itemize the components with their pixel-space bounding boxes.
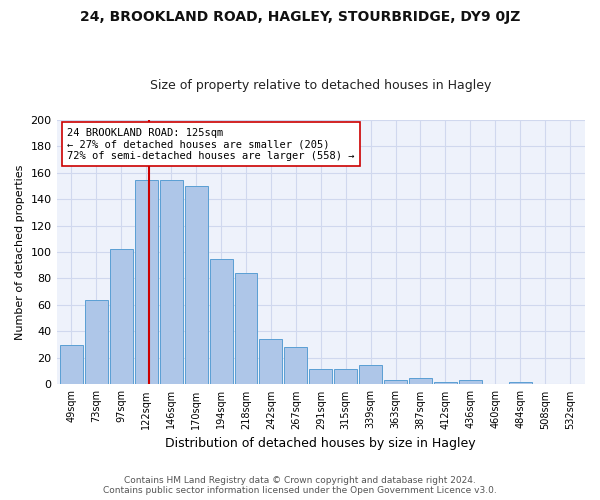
Bar xyxy=(409,378,432,384)
Bar xyxy=(185,186,208,384)
Bar xyxy=(359,364,382,384)
Title: Size of property relative to detached houses in Hagley: Size of property relative to detached ho… xyxy=(150,79,491,92)
Bar xyxy=(459,380,482,384)
Text: 24, BROOKLAND ROAD, HAGLEY, STOURBRIDGE, DY9 0JZ: 24, BROOKLAND ROAD, HAGLEY, STOURBRIDGE,… xyxy=(80,10,520,24)
Text: 24 BROOKLAND ROAD: 125sqm
← 27% of detached houses are smaller (205)
72% of semi: 24 BROOKLAND ROAD: 125sqm ← 27% of detac… xyxy=(67,128,355,160)
Y-axis label: Number of detached properties: Number of detached properties xyxy=(15,164,25,340)
Bar xyxy=(509,382,532,384)
Bar xyxy=(310,368,332,384)
Bar xyxy=(110,250,133,384)
Bar xyxy=(434,382,457,384)
Bar xyxy=(384,380,407,384)
Text: Contains HM Land Registry data © Crown copyright and database right 2024.
Contai: Contains HM Land Registry data © Crown c… xyxy=(103,476,497,495)
Bar xyxy=(85,300,108,384)
X-axis label: Distribution of detached houses by size in Hagley: Distribution of detached houses by size … xyxy=(166,437,476,450)
Bar xyxy=(160,180,182,384)
Bar xyxy=(259,340,283,384)
Bar xyxy=(135,180,158,384)
Bar xyxy=(209,258,233,384)
Bar xyxy=(334,368,357,384)
Bar xyxy=(235,273,257,384)
Bar xyxy=(284,348,307,385)
Bar xyxy=(60,344,83,385)
